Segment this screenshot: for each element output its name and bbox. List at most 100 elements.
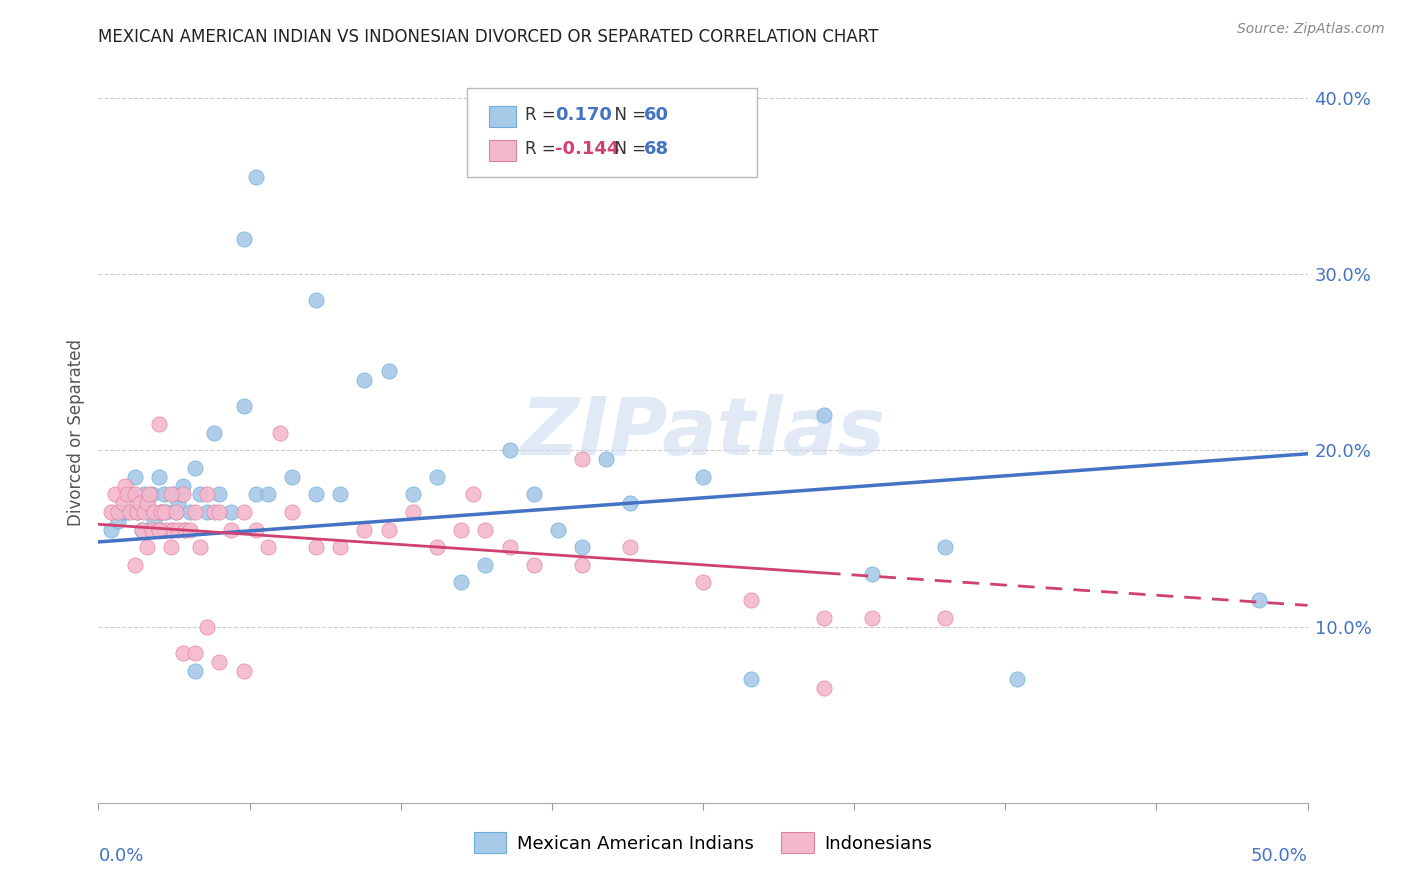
Point [179,505,201,519]
Point [860,610,883,624]
Point [162,523,184,537]
Point [204,425,226,440]
Point [143,514,166,528]
Point [107,505,129,519]
Point [150,505,173,519]
Point [204,505,226,519]
Text: R =: R = [526,140,561,158]
Point [353,373,375,387]
Point [118,505,141,519]
Point [377,364,399,378]
Point [143,505,166,519]
Point [167,523,190,537]
Point [114,478,136,492]
Point [813,681,835,696]
Point [353,523,375,537]
Point [160,487,183,501]
Point [152,505,174,519]
Point [523,487,546,501]
Point [172,487,194,501]
Point [118,487,141,501]
Point [138,505,160,519]
Point [150,505,173,519]
Point [595,452,617,467]
Point [117,487,139,501]
Point [165,505,187,519]
Point [100,505,122,519]
Point [148,469,170,483]
Point [117,505,139,519]
Point [692,575,714,590]
Point [179,523,201,537]
Point [155,523,177,537]
Point [127,505,149,519]
Point [208,655,231,669]
Point [169,487,191,501]
Text: -0.144: -0.144 [555,140,620,158]
Point [167,496,190,510]
Point [155,505,177,519]
Point [232,664,254,678]
Point [619,540,641,554]
Point [134,487,156,501]
Point [402,487,425,501]
Point [269,425,291,440]
Point [124,558,146,572]
Point [377,523,399,537]
Text: ZIPatlas: ZIPatlas [520,393,886,472]
Text: N =: N = [603,140,651,158]
FancyBboxPatch shape [467,88,758,178]
Point [329,540,352,554]
Point [498,540,520,554]
Point [141,523,163,537]
Point [184,461,207,475]
FancyBboxPatch shape [489,140,516,161]
Point [571,558,593,572]
Point [160,540,183,554]
Point [195,487,218,501]
Point [148,417,170,431]
Point [426,469,449,483]
Text: 0.170: 0.170 [555,106,613,124]
Point [245,523,267,537]
Point [619,496,641,510]
Point [148,523,170,537]
Point [232,505,254,519]
FancyBboxPatch shape [489,105,516,127]
Point [813,610,835,624]
Text: MEXICAN AMERICAN INDIAN VS INDONESIAN DIVORCED OR SEPARATED CORRELATION CHART: MEXICAN AMERICAN INDIAN VS INDONESIAN DI… [98,28,879,45]
Point [232,232,254,246]
Point [740,593,762,607]
Point [135,540,157,554]
Legend: Mexican American Indians, Indonesians: Mexican American Indians, Indonesians [467,825,939,861]
Y-axis label: Divorced or Separated: Divorced or Separated [66,339,84,526]
Point [111,496,134,510]
Point [547,523,569,537]
Point [281,505,304,519]
Text: R =: R = [526,106,561,124]
Point [188,487,211,501]
Point [135,496,157,510]
Point [934,540,956,554]
Point [131,523,153,537]
Point [329,487,352,501]
Point [860,566,883,581]
Point [104,487,127,501]
Point [127,505,149,519]
Point [450,575,472,590]
Point [245,487,267,501]
Point [498,443,520,458]
Point [165,505,187,519]
Point [474,523,496,537]
Point [184,505,207,519]
Text: 0.0%: 0.0% [98,847,143,865]
Point [463,487,485,501]
Point [571,452,593,467]
Point [152,487,174,501]
Point [232,399,254,413]
Point [305,293,328,308]
Point [162,487,184,501]
Point [148,523,170,537]
Text: N =: N = [603,106,651,124]
Point [131,523,153,537]
